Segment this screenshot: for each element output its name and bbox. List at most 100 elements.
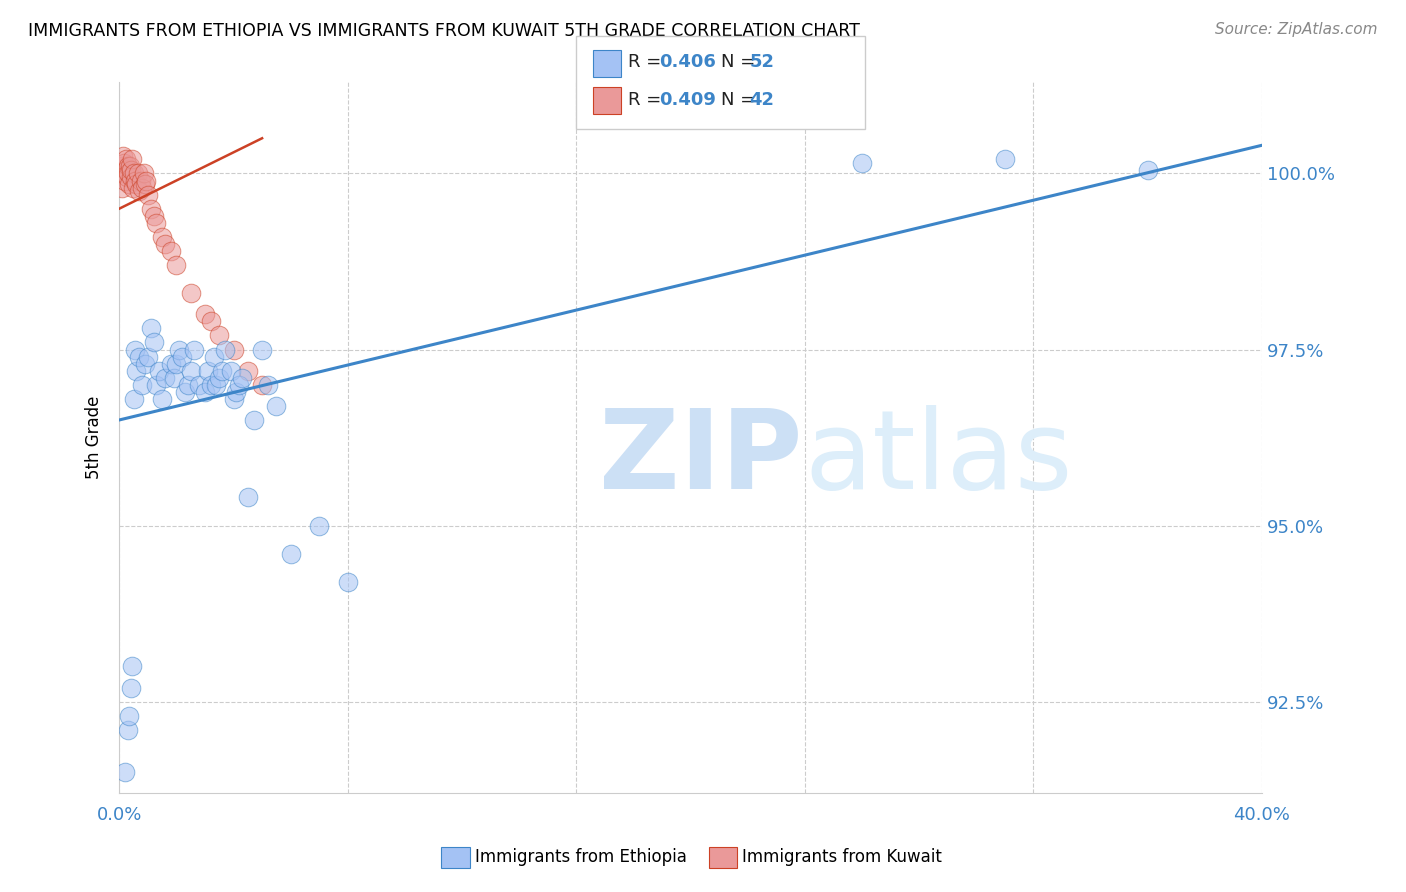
Point (128, 350, 150, 364)
Point (114, 153, 136, 167)
Point (117, 723, 139, 737)
Point (129, 173, 152, 187)
Point (211, 364, 233, 378)
Point (122, 180, 145, 194)
Point (994, 153, 1017, 167)
Point (180, 364, 202, 378)
Point (125, 177, 148, 191)
Point (134, 357, 156, 371)
Point (122, 392, 145, 406)
Point (165, 258, 187, 272)
Point (142, 335, 165, 350)
Text: 0.0%: 0.0% (97, 805, 142, 824)
Point (132, 166, 155, 180)
Point (136, 350, 159, 364)
Point (118, 177, 141, 191)
Point (150, 392, 173, 406)
Point (125, 364, 148, 378)
Point (200, 314, 222, 328)
Point (120, 681, 142, 695)
Text: R =: R = (628, 53, 668, 70)
Point (131, 180, 153, 194)
Point (280, 547, 302, 561)
Text: 42: 42 (749, 91, 775, 109)
Point (118, 708, 141, 723)
Point (115, 163, 138, 178)
Text: 40.0%: 40.0% (1233, 805, 1291, 824)
Point (120, 163, 142, 178)
Point (139, 321, 162, 335)
Point (134, 177, 156, 191)
Point (197, 364, 219, 378)
Text: Immigrants from Ethiopia: Immigrants from Ethiopia (475, 848, 688, 866)
Point (1136, 163, 1159, 178)
Text: 52: 52 (749, 53, 775, 70)
Text: Immigrants from Kuwait: Immigrants from Kuwait (742, 848, 942, 866)
Point (242, 413, 264, 427)
Point (228, 377, 250, 392)
Point (127, 166, 149, 180)
Point (256, 377, 278, 392)
Point (851, 156, 873, 170)
Point (214, 343, 236, 357)
Point (145, 216, 167, 230)
Text: Source: ZipAtlas.com: Source: ZipAtlas.com (1215, 22, 1378, 37)
Point (222, 343, 245, 357)
Point (139, 202, 162, 216)
Text: 0.409: 0.409 (659, 91, 716, 109)
Point (250, 377, 273, 392)
Point (112, 156, 135, 170)
Point (120, 160, 142, 174)
Point (111, 160, 134, 174)
Point (266, 399, 288, 413)
Point (124, 173, 146, 187)
Point (128, 184, 150, 198)
Point (188, 377, 211, 392)
Point (162, 370, 184, 384)
Point (219, 364, 242, 378)
Point (114, 765, 136, 780)
Text: atlas: atlas (804, 405, 1073, 512)
Y-axis label: 5th Grade: 5th Grade (86, 396, 103, 479)
Point (150, 230, 173, 244)
Text: IMMIGRANTS FROM ETHIOPIA VS IMMIGRANTS FROM KUWAIT 5TH GRADE CORRELATION CHART: IMMIGRANTS FROM ETHIOPIA VS IMMIGRANTS F… (28, 22, 860, 40)
Point (200, 377, 222, 392)
Point (117, 160, 139, 174)
Point (231, 370, 253, 384)
Point (136, 187, 159, 202)
Point (142, 209, 165, 223)
Point (148, 364, 170, 378)
Point (121, 659, 143, 673)
Point (208, 328, 231, 343)
Point (117, 169, 139, 184)
Point (194, 384, 217, 399)
Point (111, 149, 134, 163)
Point (172, 350, 194, 364)
Point (183, 343, 205, 357)
Point (153, 236, 176, 251)
Point (131, 377, 153, 392)
Point (124, 343, 146, 357)
Point (112, 166, 135, 180)
Point (236, 364, 259, 378)
Point (222, 392, 245, 406)
Point (153, 370, 176, 384)
Point (236, 491, 259, 505)
Text: 0.406: 0.406 (659, 53, 716, 70)
Point (135, 173, 157, 187)
Point (120, 169, 142, 184)
Point (205, 377, 228, 392)
Text: ZIP: ZIP (599, 405, 803, 512)
Point (122, 166, 145, 180)
Point (250, 343, 273, 357)
Point (117, 166, 139, 180)
Point (159, 357, 181, 371)
Point (208, 370, 231, 384)
Point (308, 518, 330, 533)
Text: N =: N = (721, 91, 761, 109)
Point (121, 153, 143, 167)
Point (110, 180, 132, 194)
Text: N =: N = (721, 53, 761, 70)
Point (225, 384, 247, 399)
Point (159, 244, 181, 258)
